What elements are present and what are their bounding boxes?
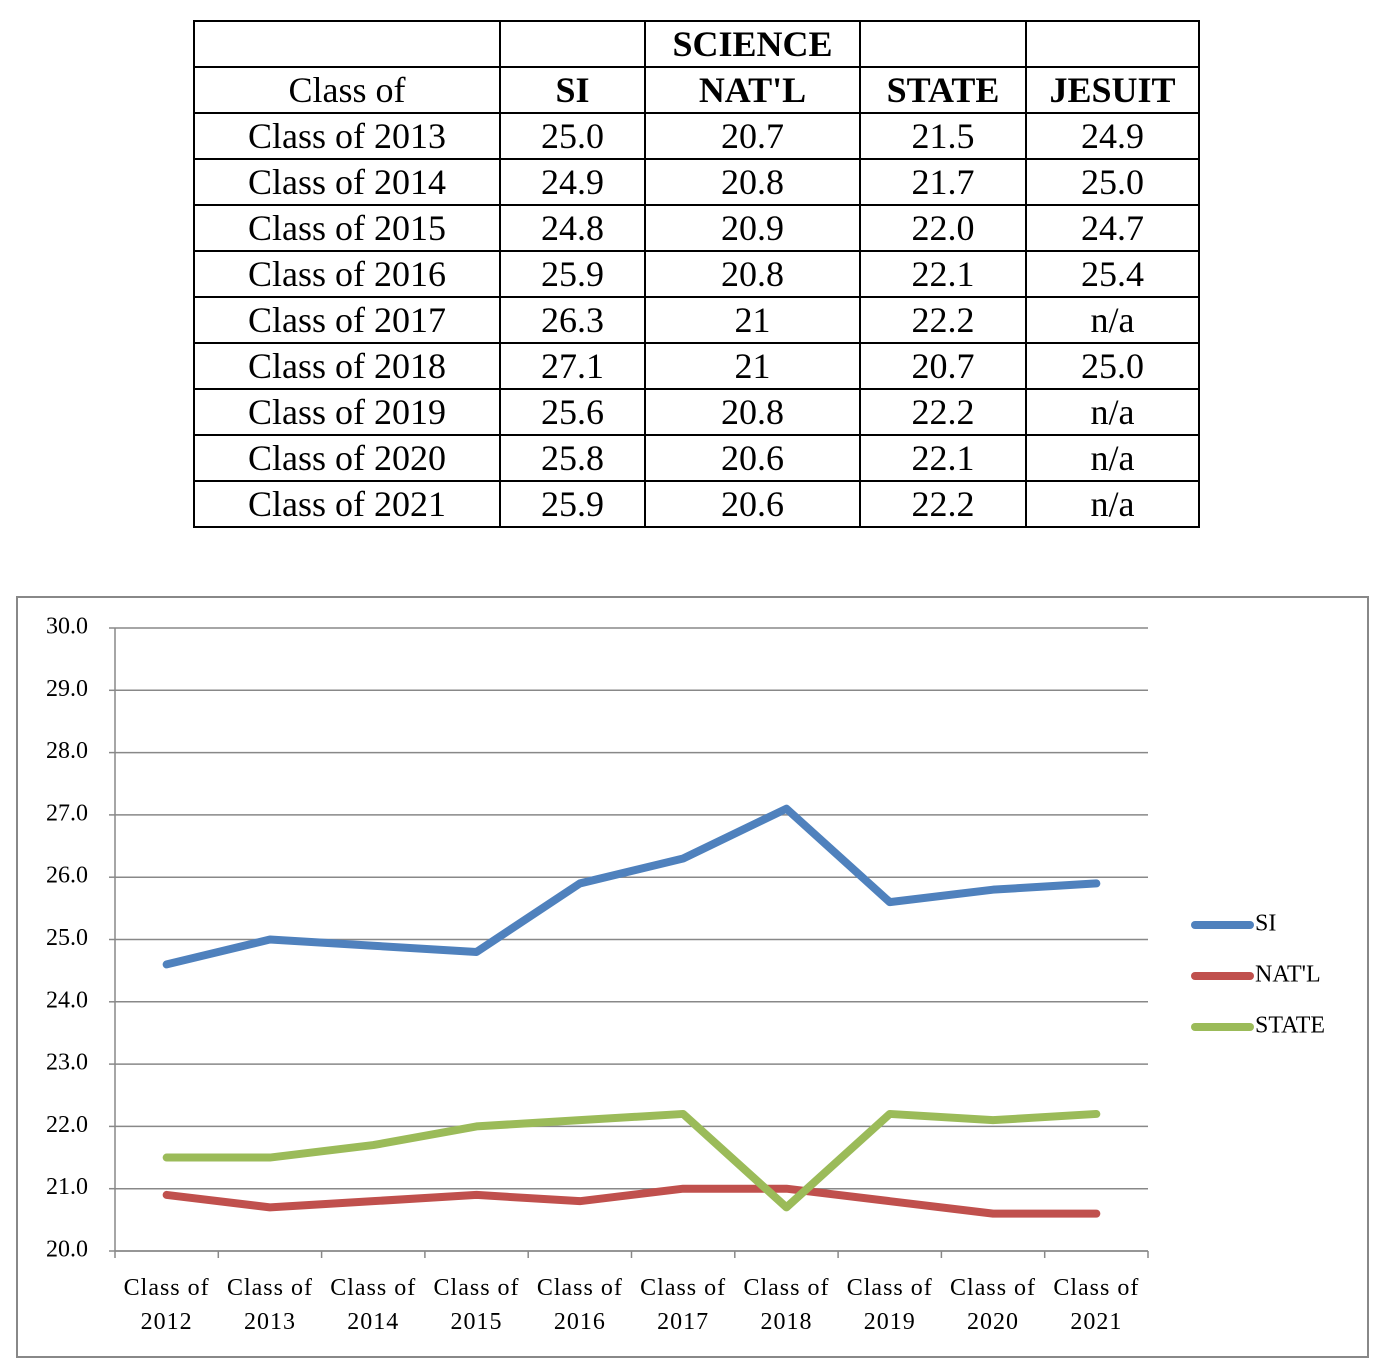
table-cell: Class of 2013 <box>193 112 501 160</box>
x-tick-label: Class of 2014 <box>330 1275 417 1335</box>
y-tick-label: 24.0 <box>46 987 88 1013</box>
table-cell: 22.0 <box>859 204 1027 252</box>
x-tick-label: Class of 2021 <box>1053 1275 1140 1335</box>
table-cell: NAT'L <box>644 66 861 114</box>
table-row: Class of 2018 27.1 21 20.7 25.0 <box>193 342 1200 390</box>
table-cell: 24.9 <box>1025 112 1200 160</box>
table-cell: 27.1 <box>499 342 646 390</box>
legend-label: NAT'L <box>1255 962 1321 988</box>
table-row: Class of 2013 25.0 20.7 21.5 24.9 <box>193 112 1200 160</box>
table-cell: 20.6 <box>644 434 861 482</box>
table-cell: Class of 2018 <box>193 342 501 390</box>
table-cell: 20.9 <box>644 204 861 252</box>
table-cell: Class of 2015 <box>193 204 501 252</box>
table-cell: 22.1 <box>859 250 1027 298</box>
x-tick-label: Class of 2016 <box>536 1275 623 1335</box>
x-tick-label: Class of 2013 <box>226 1275 313 1335</box>
table-cell: 26.3 <box>499 296 646 344</box>
table-cell: 21 <box>644 342 861 390</box>
table-row: Class of SI NAT'L STATE JESUIT <box>193 66 1200 114</box>
x-tick-label: Class of 2015 <box>433 1275 520 1335</box>
y-tick-label: 30.0 <box>46 614 88 640</box>
table-cell: n/a <box>1025 388 1200 436</box>
table-row: SCIENCE <box>193 20 1200 68</box>
table-cell: Class of 2016 <box>193 250 501 298</box>
y-tick-label: 28.0 <box>46 738 88 764</box>
table-cell: 25.9 <box>499 250 646 298</box>
y-tick-label: 29.0 <box>46 676 88 702</box>
table-cell: SCIENCE <box>644 20 861 68</box>
legend-label: STATE <box>1255 1013 1325 1039</box>
series-line <box>162 1184 1101 1218</box>
table-cell: 24.7 <box>1025 204 1200 252</box>
table-cell: 20.8 <box>644 388 861 436</box>
table-cell: n/a <box>1025 296 1200 344</box>
table-cell: 20.8 <box>644 250 861 298</box>
x-tick-label: Class of 2020 <box>950 1275 1037 1335</box>
table-cell: 22.2 <box>859 388 1027 436</box>
table-cell: 20.8 <box>644 158 861 206</box>
table-cell: 22.1 <box>859 434 1027 482</box>
table-cell: 22.2 <box>859 480 1027 528</box>
table-cell: Class of 2017 <box>193 296 501 344</box>
table-cell: 25.0 <box>499 112 646 160</box>
table-cell: Class of 2019 <box>193 388 501 436</box>
table-row: Class of 2017 26.3 21 22.2 n/a <box>193 296 1200 344</box>
table-cell: Class of 2020 <box>193 434 501 482</box>
score-table: SCIENCE Class of SI NAT'L STATE JESUIT Class o… <box>193 20 1200 528</box>
table-cell: 20.7 <box>644 112 861 160</box>
table-cell <box>1025 20 1200 68</box>
table-cell <box>193 20 501 68</box>
table-row: Class of 2020 25.8 20.6 22.1 n/a <box>193 434 1200 482</box>
table-cell: n/a <box>1025 434 1200 482</box>
table-cell: Class of <box>193 66 501 114</box>
table-cell: 25.0 <box>1025 342 1200 390</box>
y-tick-label: 23.0 <box>46 1050 88 1076</box>
table-cell: Class of 2021 <box>193 480 501 528</box>
table-row: Class of 2016 25.9 20.8 22.1 25.4 <box>193 250 1200 298</box>
table-row: Class of 2014 24.9 20.8 21.7 25.0 <box>193 158 1200 206</box>
table-cell: Class of 2014 <box>193 158 501 206</box>
table-cell: 25.0 <box>1025 158 1200 206</box>
table-cell: n/a <box>1025 480 1200 528</box>
y-tick-label: 20.0 <box>46 1237 88 1263</box>
x-tick-label: Class of 2018 <box>743 1275 830 1335</box>
table-cell: 25.6 <box>499 388 646 436</box>
table-cell: 21.5 <box>859 112 1027 160</box>
series-line <box>162 804 1101 969</box>
x-tick-label: Class of 2017 <box>640 1275 727 1335</box>
table-row: Class of 2015 24.8 20.9 22.0 24.7 <box>193 204 1200 252</box>
legend-label: SI <box>1255 911 1276 937</box>
table-cell: 24.9 <box>499 158 646 206</box>
table-cell: 20.7 <box>859 342 1027 390</box>
table-cell: 25.8 <box>499 434 646 482</box>
table-cell: 22.2 <box>859 296 1027 344</box>
y-tick-label: 21.0 <box>46 1174 88 1200</box>
x-tick-label: Class of 2019 <box>846 1275 933 1335</box>
table-cell: SI <box>499 66 646 114</box>
table-cell: 24.8 <box>499 204 646 252</box>
table-cell: STATE <box>859 66 1027 114</box>
chart-frame <box>16 596 1369 1358</box>
y-tick-label: 26.0 <box>46 863 88 889</box>
table-cell <box>499 20 646 68</box>
table-cell: JESUIT <box>1025 66 1200 114</box>
y-tick-label: 22.0 <box>46 1112 88 1138</box>
x-tick-label: Class of 2012 <box>123 1275 210 1335</box>
series-line <box>162 1109 1101 1212</box>
table-row: Class of 2019 25.6 20.8 22.2 n/a <box>193 388 1200 436</box>
table-cell: 21.7 <box>859 158 1027 206</box>
table-cell <box>859 20 1027 68</box>
table-cell: 25.4 <box>1025 250 1200 298</box>
y-tick-label: 27.0 <box>46 800 88 826</box>
table-row: Class of 2021 25.9 20.6 22.2 n/a <box>193 480 1200 528</box>
table-cell: 21 <box>644 296 861 344</box>
y-tick-label: 25.0 <box>46 925 88 951</box>
table-cell: 20.6 <box>644 480 861 528</box>
table-cell: 25.9 <box>499 480 646 528</box>
